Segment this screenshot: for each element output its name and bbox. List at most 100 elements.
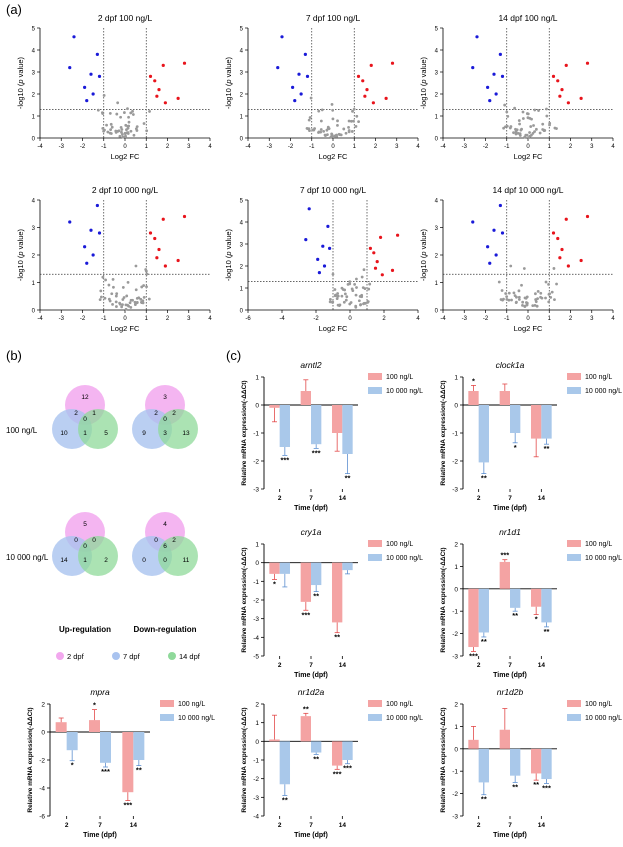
y-tick-label: 5 (435, 27, 439, 33)
significance-label: *** (123, 801, 132, 810)
significance-label: *** (333, 769, 342, 778)
up-regulated-point (155, 94, 159, 98)
venn-count-ab: 2 (74, 410, 78, 417)
data-point (121, 133, 124, 136)
up-regulated-point (155, 256, 159, 260)
data-point (507, 291, 511, 295)
x-tick-label: -2 (483, 316, 489, 322)
data-point (517, 119, 521, 122)
data-point (504, 125, 507, 129)
y-tick-label: 1 (255, 542, 259, 549)
data-point (341, 288, 345, 291)
bar (100, 732, 111, 763)
significance-label: * (273, 579, 276, 588)
up-regulated-point (556, 236, 560, 241)
data-point (121, 135, 125, 139)
down-regulated-point (85, 99, 89, 103)
bar (331, 562, 343, 623)
data-point (505, 110, 509, 114)
bar-ylabel: Relative mRNA expression(-ΔΔCt) (27, 707, 34, 812)
legend-label: 10 000 ng/L (386, 555, 423, 562)
up-regulated-point (176, 96, 180, 100)
data-point (526, 116, 530, 120)
bar (499, 561, 510, 589)
down-regulated-point (89, 72, 93, 76)
x-tick-label: 7 (508, 495, 512, 502)
y-tick-label: 0 (240, 309, 244, 315)
data-point (342, 300, 346, 304)
data-point (105, 123, 108, 127)
data-point (131, 109, 134, 113)
data-point (366, 300, 370, 304)
significance-label: *** (301, 610, 310, 619)
data-point (109, 128, 113, 132)
down-regulated-point (299, 92, 303, 96)
x-tick-label: 14 (538, 662, 546, 669)
up-regulated-point (373, 266, 378, 270)
y-tick-label: 1 (454, 375, 458, 382)
up-regulated-point (157, 247, 161, 252)
up-regulated-point (161, 63, 165, 67)
significance-label: ** (334, 633, 340, 642)
y-tick-label: 2 (32, 93, 36, 99)
data-point (514, 127, 517, 131)
data-point (100, 295, 103, 299)
bar-ylabel: Relative mRNA expression(-ΔΔCt) (241, 380, 248, 485)
data-point (522, 267, 526, 270)
data-point (317, 131, 320, 134)
significance-label: ** (481, 795, 487, 804)
y-tick-label: 0 (255, 560, 259, 567)
bar (530, 588, 542, 607)
data-point (124, 123, 128, 127)
data-point (111, 303, 114, 306)
legend-swatch (368, 714, 382, 721)
data-point (357, 120, 360, 124)
down-regulated-point (328, 246, 332, 250)
significance-label: *** (280, 455, 289, 464)
data-point (359, 303, 363, 306)
down-regulated-point (293, 99, 297, 103)
data-point (347, 125, 350, 129)
bar (478, 748, 490, 783)
x-tick-label: 2 (569, 316, 573, 322)
data-point (549, 295, 553, 299)
data-point (555, 282, 558, 286)
y-tick-label: 2 (435, 93, 439, 99)
bar-chart-title: arntl2 (300, 360, 322, 370)
data-point (98, 298, 102, 302)
up-regulated-point (564, 63, 568, 67)
data-point (129, 305, 133, 309)
venn-legend-label: 2 dpf (67, 652, 85, 661)
x-tick-label: -4 (37, 144, 43, 150)
y-tick-label: 2 (255, 702, 259, 709)
y-tick-label: -2 (39, 758, 45, 765)
up-regulated-point (566, 264, 570, 268)
data-point (350, 130, 354, 133)
volcano-ylabel: -log10 (p value) (16, 228, 25, 281)
up-regulated-point (361, 79, 365, 83)
significance-label: ** (481, 474, 487, 483)
significance-label: ** (345, 474, 351, 483)
x-tick-label: -2 (483, 144, 489, 150)
data-point (115, 292, 119, 296)
x-tick-label: 4 (416, 316, 420, 322)
bar (311, 405, 322, 445)
y-tick-label: -4 (253, 635, 259, 642)
venn-count-ab: 2 (154, 410, 158, 417)
volcano-xlabel: Log2 FC (319, 152, 348, 161)
data-point (102, 129, 106, 133)
data-point (134, 264, 138, 268)
venn-legend-label: 14 dpf (179, 652, 201, 661)
data-point (542, 128, 546, 132)
x-tick-label: 1 (548, 316, 552, 322)
data-point (533, 303, 537, 307)
venn-count-bc: 3 (163, 430, 167, 437)
x-tick-label: 2 (477, 495, 481, 502)
down-regulated-point (316, 257, 320, 261)
data-point (550, 290, 554, 294)
data-point (508, 126, 512, 130)
up-regulated-point (369, 63, 373, 67)
venn-row-label: 10 000 ng/L (6, 553, 49, 562)
y-tick-label: 1 (454, 564, 458, 571)
